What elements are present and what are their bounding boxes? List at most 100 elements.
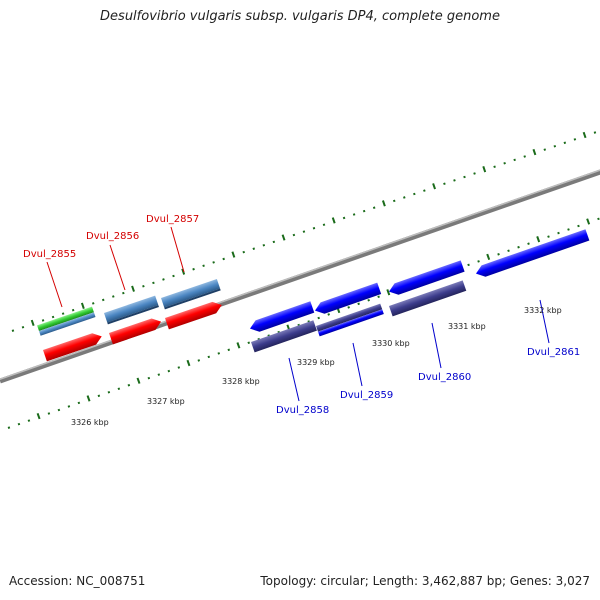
- minor-tick: [507, 249, 510, 253]
- major-tick: [536, 236, 541, 243]
- minor-tick: [302, 230, 306, 233]
- minor-tick: [597, 217, 600, 221]
- gene-feature-dvul-2858[interactable]: [251, 320, 317, 353]
- leader-line-dvul-2859: [352, 342, 363, 387]
- gene-feature-dvul-2857[interactable]: [161, 278, 221, 310]
- minor-tick: [503, 162, 506, 165]
- minor-tick: [207, 355, 211, 359]
- major-tick: [331, 217, 336, 224]
- forward-strand-genes: [37, 278, 224, 362]
- cds-arrow-dvul-2857[interactable]: [165, 299, 224, 330]
- cds-arrow: [314, 282, 382, 314]
- major-tick: [131, 285, 135, 292]
- gene-feature-dvul-2856[interactable]: [104, 295, 159, 325]
- minor-tick: [372, 206, 376, 209]
- major-tick: [136, 377, 141, 384]
- minor-tick: [553, 144, 557, 148]
- minor-tick: [101, 298, 105, 302]
- minor-tick: [567, 228, 570, 231]
- cds-arrow-dvul-2861[interactable]: [474, 229, 590, 279]
- gene-label-dvul-2856[interactable]: Dvul_2856: [86, 231, 139, 242]
- minor-tick: [272, 240, 276, 244]
- gene-feature-dvul-2855[interactable]: [37, 306, 96, 336]
- minor-tick: [392, 199, 396, 203]
- minor-tick: [252, 247, 256, 250]
- gene-bar: [37, 306, 94, 331]
- minor-tick: [127, 383, 131, 387]
- minor-tick: [152, 281, 155, 285]
- gene-bar: [161, 278, 221, 308]
- minor-tick: [247, 341, 251, 345]
- minor-tick: [317, 316, 320, 320]
- minor-tick: [21, 325, 25, 329]
- minor-tick: [77, 401, 81, 405]
- major-tick: [30, 319, 35, 327]
- gene-bar: [39, 312, 96, 336]
- position-label-3327: 3327 kbp: [147, 397, 185, 406]
- minor-tick: [342, 216, 346, 220]
- minor-tick: [91, 302, 95, 305]
- gene-label-dvul-2859[interactable]: Dvul_2859: [340, 390, 393, 401]
- position-labels: 3326 kbp 3327 kbp 3328 kbp 3329 kbp 3330…: [71, 306, 562, 427]
- reverse-strand-genes: [248, 229, 590, 353]
- minor-tick: [467, 263, 470, 267]
- minor-tick: [71, 308, 75, 312]
- major-tick: [432, 183, 436, 190]
- gene-bar: [251, 320, 317, 353]
- minor-tick: [11, 329, 15, 332]
- major-tick: [582, 131, 587, 139]
- major-tick: [486, 253, 491, 261]
- cds-arrow-dvul-2858[interactable]: [248, 301, 315, 334]
- gene-label-dvul-2855[interactable]: Dvul_2855: [23, 249, 76, 260]
- gene-label-dvul-2861[interactable]: Dvul_2861: [527, 347, 580, 358]
- leader-line-dvul-2856: [109, 244, 126, 291]
- gene-bar: [389, 280, 467, 317]
- position-label-3326: 3326 kbp: [71, 418, 109, 427]
- minor-tick: [473, 172, 476, 175]
- minor-tick: [192, 267, 195, 271]
- cds-arrow-dvul-2860[interactable]: [387, 260, 465, 297]
- leader-line-dvul-2861: [539, 299, 550, 344]
- minor-tick: [47, 412, 51, 415]
- minor-tick: [67, 405, 71, 408]
- minor-tick: [222, 257, 225, 261]
- position-label-3328: 3328 kbp: [222, 377, 260, 386]
- accession-label: Accession: NC_008751: [9, 574, 146, 588]
- gene-bar: [316, 303, 383, 332]
- minor-tick: [513, 158, 516, 162]
- gene-label-dvul-2857[interactable]: Dvul_2857: [146, 214, 199, 225]
- gene-feature-dvul-2859[interactable]: [316, 303, 384, 337]
- minor-tick: [547, 235, 550, 238]
- minor-tick: [97, 394, 101, 398]
- map-title: Desulfovibrio vulgaris subsp. vulgaris D…: [100, 9, 500, 24]
- minor-tick: [41, 319, 45, 322]
- minor-tick: [172, 274, 175, 278]
- minor-tick: [463, 175, 466, 179]
- cds-arrow: [475, 229, 590, 277]
- minor-tick: [327, 313, 330, 316]
- minor-tick: [212, 261, 215, 264]
- major-tick: [80, 302, 85, 309]
- leader-line-dvul-2855: [46, 261, 63, 308]
- genome-summary: Topology: circular; Length: 3,462,887 bp…: [260, 574, 590, 588]
- gene-label-dvul-2860[interactable]: Dvul_2860: [418, 372, 471, 383]
- minor-tick: [413, 192, 416, 196]
- cds-arrow-dvul-2859[interactable]: [313, 282, 382, 317]
- reverse-gene-labels: Dvul_2858 Dvul_2859 Dvul_2860 Dvul_2861: [276, 347, 580, 416]
- leader-line-dvul-2860: [431, 322, 442, 369]
- gene-bar: [104, 295, 159, 323]
- gene-label-dvul-2858[interactable]: Dvul_2858: [276, 405, 329, 416]
- minor-tick: [357, 302, 360, 306]
- minor-tick: [242, 250, 246, 254]
- cds-arrow-dvul-2856[interactable]: [109, 316, 163, 345]
- minor-tick: [217, 352, 221, 355]
- major-tick: [236, 342, 241, 349]
- minor-tick: [573, 138, 577, 141]
- cds-arrow-dvul-2855[interactable]: [43, 331, 104, 362]
- position-label-3329: 3329 kbp: [297, 358, 335, 367]
- cds-arrow: [43, 333, 102, 362]
- minor-tick: [563, 141, 567, 145]
- gene-feature-dvul-2860[interactable]: [389, 280, 467, 317]
- minor-tick: [593, 131, 597, 134]
- minor-tick: [557, 231, 560, 235]
